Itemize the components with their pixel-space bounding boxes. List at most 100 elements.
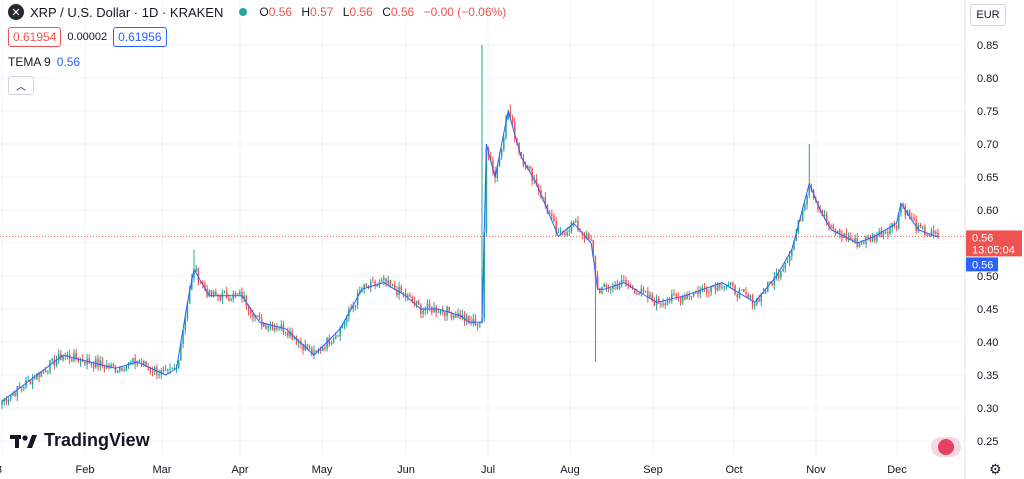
candle-body bbox=[806, 195, 808, 205]
candle-body bbox=[208, 290, 211, 297]
candle-body bbox=[505, 119, 507, 138]
candle-body bbox=[385, 278, 387, 284]
candle-body bbox=[273, 327, 276, 331]
indicator-value: 0.56 bbox=[56, 55, 81, 69]
candle-body bbox=[527, 166, 529, 169]
tradingview-logo-icon bbox=[10, 434, 37, 448]
candle-body bbox=[644, 291, 647, 293]
candle-body bbox=[662, 303, 664, 305]
buy-price-button[interactable]: 0.61956 bbox=[113, 27, 167, 47]
candle-body bbox=[531, 168, 533, 182]
candle-body bbox=[99, 360, 101, 367]
candle-body bbox=[88, 358, 91, 364]
candle-body bbox=[143, 361, 145, 365]
candle-body bbox=[773, 276, 776, 286]
candle-body bbox=[607, 287, 610, 290]
currency-selector[interactable]: EUR bbox=[970, 4, 1006, 26]
market-flag-icon[interactable] bbox=[931, 437, 961, 457]
chevron-up-icon: ︿ bbox=[16, 82, 26, 93]
candle-body bbox=[134, 358, 136, 365]
candle-body bbox=[884, 232, 887, 234]
candle-body bbox=[828, 222, 830, 226]
candle-body bbox=[215, 291, 217, 295]
candle-body bbox=[671, 293, 673, 301]
candle-body bbox=[112, 364, 115, 367]
candle-body bbox=[197, 268, 200, 283]
ohlc-values: O0.56 H0.57 L0.56 C0.56 −0.00 (−0.06%) bbox=[259, 5, 507, 19]
candle-body bbox=[911, 217, 913, 219]
candle-body bbox=[62, 356, 64, 361]
candle-body bbox=[710, 286, 712, 293]
candle-body bbox=[321, 347, 324, 352]
candle-body bbox=[188, 289, 191, 304]
candle-body bbox=[313, 350, 315, 355]
candle-body bbox=[500, 148, 503, 157]
candle-body bbox=[44, 370, 47, 372]
collapse-legend-button[interactable]: ︿ bbox=[8, 76, 34, 95]
candle-body bbox=[269, 325, 272, 327]
candle-body bbox=[33, 378, 36, 380]
indicator-legend[interactable]: TEMA 9 0.56 bbox=[8, 55, 80, 69]
high-value: 0.57 bbox=[310, 5, 334, 19]
candle-body bbox=[496, 165, 499, 179]
symbol-header[interactable]: ✕ XRP / U.S. Dollar · 1D · KRAKEN O0.56 … bbox=[8, 4, 512, 20]
candle-body bbox=[873, 234, 876, 241]
candle-body bbox=[568, 230, 571, 232]
candle-body bbox=[265, 323, 267, 329]
candle-body bbox=[247, 305, 250, 311]
candle-body bbox=[332, 338, 335, 343]
candle-body bbox=[784, 262, 787, 269]
price-tick-label: 0.25 bbox=[977, 436, 998, 448]
candle-body bbox=[149, 367, 152, 371]
candle-body bbox=[415, 301, 418, 304]
candle-body bbox=[932, 230, 935, 234]
candle-body bbox=[389, 280, 392, 286]
candle-body bbox=[361, 289, 363, 292]
time-tick-label: Aug bbox=[560, 464, 580, 476]
time-tick-label: Jun bbox=[397, 464, 415, 476]
time-axis[interactable]: 023 Feb Mar Apr May Jun Jul Aug Sep Oct Nov Dec bbox=[0, 464, 907, 476]
tema-label-box bbox=[966, 257, 998, 272]
candle-body bbox=[492, 160, 494, 172]
candle-body bbox=[712, 286, 715, 288]
candle-body bbox=[686, 295, 688, 300]
candle-body bbox=[618, 285, 621, 289]
candle-body bbox=[20, 387, 23, 389]
candle-body bbox=[542, 196, 544, 198]
candle-body bbox=[758, 298, 760, 302]
candle-body bbox=[223, 291, 226, 293]
candle-body bbox=[7, 399, 10, 403]
candle-body bbox=[921, 226, 924, 228]
brand-name: TradingView bbox=[44, 430, 150, 450]
candle-body bbox=[839, 230, 841, 235]
candle-body bbox=[882, 232, 885, 238]
symbol-title[interactable]: XRP / U.S. Dollar · 1D · KRAKEN bbox=[30, 4, 224, 20]
candle-body bbox=[788, 255, 791, 262]
candle-body bbox=[926, 235, 928, 237]
candle-body bbox=[684, 296, 686, 300]
candle-body bbox=[640, 288, 643, 294]
sell-price-button[interactable]: 0.61954 bbox=[8, 27, 62, 47]
candle-body bbox=[191, 277, 193, 290]
candle-body bbox=[900, 204, 902, 214]
candle-body bbox=[184, 318, 187, 331]
candle-body bbox=[9, 395, 12, 400]
candle-body bbox=[592, 239, 595, 257]
candle-body bbox=[271, 325, 274, 331]
candle-body bbox=[743, 289, 745, 293]
gear-icon[interactable]: ⚙ bbox=[989, 461, 1002, 477]
tradingview-logo[interactable]: TradingView bbox=[10, 430, 150, 451]
price-tick-label: 0.45 bbox=[977, 304, 998, 316]
candle-body bbox=[483, 232, 485, 319]
indicator-name[interactable]: TEMA 9 bbox=[8, 55, 51, 69]
candle-body bbox=[391, 284, 394, 286]
candle-body bbox=[651, 294, 653, 301]
candle-body bbox=[225, 291, 228, 299]
price-tick-label: 0.35 bbox=[977, 370, 998, 382]
candle-body bbox=[714, 286, 717, 291]
candle-body bbox=[642, 288, 645, 292]
candle-body bbox=[455, 314, 457, 318]
candle-body bbox=[204, 283, 206, 289]
